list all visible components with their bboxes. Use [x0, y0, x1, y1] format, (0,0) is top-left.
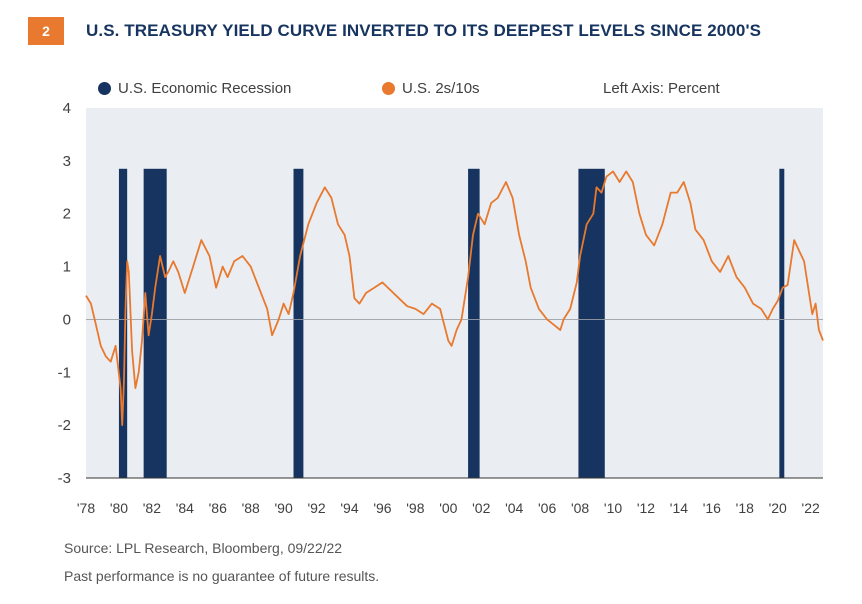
legend-item-recession: U.S. Economic Recession	[98, 80, 291, 97]
x-tick-label: '04	[505, 500, 523, 516]
x-tick-label: '84	[176, 500, 194, 516]
x-tick-label: '78	[77, 500, 95, 516]
recession-bar-6	[779, 168, 785, 479]
legend-recession-label: U.S. Economic Recession	[118, 80, 292, 97]
y-tick-label: -3	[58, 470, 71, 487]
x-tick-label: '82	[143, 500, 161, 516]
chart-title: U.S. TREASURY YIELD CURVE INVERTED TO IT…	[86, 21, 762, 40]
recession-bar-3	[293, 168, 304, 479]
y-tick-label: -1	[58, 364, 71, 381]
x-tick-label: '92	[307, 500, 325, 516]
x-tick-label: '00	[439, 500, 457, 516]
x-tick-label: '96	[373, 500, 391, 516]
legend-series-swatch-icon	[382, 82, 395, 95]
recession-bar-2	[143, 168, 167, 479]
axis-units-note: Left Axis: Percent	[603, 80, 720, 97]
y-tick-label: 2	[63, 206, 71, 223]
x-tick-label: '08	[571, 500, 589, 516]
x-tick-label: '88	[242, 500, 260, 516]
recession-bar-5	[578, 168, 605, 479]
legend-series-label: U.S. 2s/10s	[402, 80, 480, 97]
x-tick-label: '98	[406, 500, 424, 516]
x-tick-label: '80	[110, 500, 128, 516]
chart-legend: U.S. Economic Recession U.S. 2s/10s Left…	[98, 80, 838, 102]
y-tick-label: 4	[63, 100, 71, 117]
disclaimer-note: Past performance is no guarantee of futu…	[64, 568, 380, 584]
axes: -3 -2 -1 0 1 2 3 4 '78 '80 '82 '84 '86 '88 '90 '92 '94 '9…	[58, 100, 823, 516]
recession-bars	[118, 168, 785, 479]
x-tick-label: '86	[209, 500, 227, 516]
recession-bar-1	[118, 168, 128, 479]
legend-item-series: U.S. 2s/10s	[382, 80, 480, 97]
recession-bar-4	[468, 168, 480, 479]
y-tick-label: -2	[58, 417, 71, 434]
plot-area	[86, 108, 823, 478]
x-tick-label: '10	[604, 500, 622, 516]
x-tick-label: '06	[538, 500, 556, 516]
x-tick-label: '94	[340, 500, 358, 516]
x-tick-label: '14	[670, 500, 688, 516]
x-tick-label: '22	[802, 500, 820, 516]
legend-recession-swatch-icon	[98, 82, 111, 95]
x-tick-label: '20	[769, 500, 787, 516]
series-lines	[85, 170, 824, 426]
x-tick-label: '16	[703, 500, 721, 516]
x-tick-label: '18	[736, 500, 754, 516]
x-tick-label: '90	[275, 500, 293, 516]
source-note: Source: LPL Research, Bloomberg, 09/22/2…	[64, 540, 343, 556]
y-tick-label: 0	[63, 311, 71, 328]
x-tick-label: '12	[637, 500, 655, 516]
series-line-2s10s	[85, 170, 824, 426]
y-tick-label: 1	[63, 259, 71, 276]
figure-number-badge: 2	[28, 17, 64, 45]
axis-units-label: Left Axis: Percent	[603, 80, 720, 97]
y-tick-label: 3	[63, 153, 71, 170]
x-tick-label: '02	[472, 500, 490, 516]
